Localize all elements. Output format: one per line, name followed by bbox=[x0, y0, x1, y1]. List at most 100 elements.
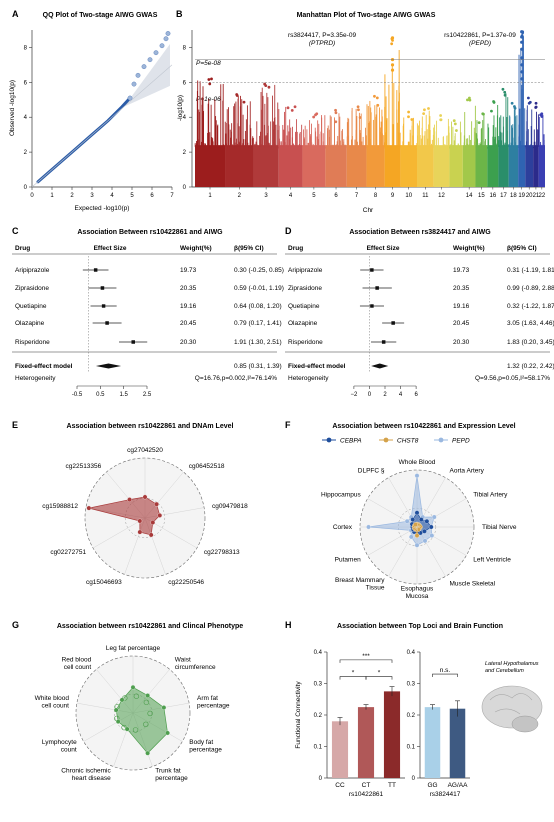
qq-x-tick-label: 6 bbox=[150, 193, 154, 199]
forest-column-header: Effect Size bbox=[94, 245, 127, 252]
forest-ci-text: 0.59 (-0.01, 1.19) bbox=[234, 285, 284, 292]
expr-pepd-point bbox=[366, 524, 371, 530]
panel-letter-A: A bbox=[12, 9, 19, 19]
manhattan-x-tick-label: 16 bbox=[490, 193, 497, 199]
chr-peak-point-7 bbox=[357, 108, 360, 112]
radar-phenotype: Leg fat percentage Waist circumference Arm … bbox=[35, 645, 230, 782]
radar-axis-label-line: Waist bbox=[175, 657, 191, 664]
bar-category-label: GG bbox=[427, 782, 437, 789]
qq-dense-points bbox=[36, 96, 132, 184]
forest-fixed-ci: 0.85 (0.31, 1.39) bbox=[234, 363, 282, 370]
qq-x-tick-label: 0 bbox=[30, 193, 34, 199]
manhattan-y-tick-label: 2 bbox=[183, 150, 187, 156]
chr-band-3 bbox=[253, 145, 279, 187]
chr-peak-point-14 bbox=[467, 96, 471, 100]
manhattan-x-tick-label: 7 bbox=[355, 193, 359, 199]
bar-y-label: Functional Connectivity bbox=[295, 681, 302, 749]
forest-ci-text: 0.30 (-0.25, 0.85) bbox=[234, 267, 284, 274]
radar-axis-label-line: DLPFC § bbox=[358, 468, 385, 475]
forest-x-tick-label: 0 bbox=[368, 392, 372, 398]
expr-pepd-point bbox=[404, 518, 410, 524]
radar-axis-label: Breast Mammary Tissue bbox=[335, 577, 385, 592]
bar-y-tick-label: 0.2 bbox=[314, 713, 323, 719]
forest-weight: 19.73 bbox=[453, 267, 470, 274]
qq-x-tick-label: 7 bbox=[170, 193, 174, 199]
radar-axis-label: cg27042520 bbox=[127, 447, 163, 454]
chr-peak-point-15 bbox=[477, 121, 481, 125]
forest-point-estimate bbox=[370, 304, 374, 308]
forest-fixed-diamond bbox=[371, 363, 389, 369]
annotation-pepd: (PEPD) bbox=[469, 40, 491, 47]
chr-peak-point-20 bbox=[528, 100, 532, 104]
highlight-locus-point bbox=[390, 36, 395, 40]
qq-point bbox=[127, 95, 133, 101]
manhattan-x-tick-label: 21 bbox=[533, 193, 540, 199]
expr-pepd-point bbox=[429, 533, 435, 538]
annotation-rs3824417: rs3824417, P=3.35e-09 bbox=[288, 32, 357, 39]
manhattan-x-tick-label: 8 bbox=[374, 193, 378, 199]
chr-peak-point-20 bbox=[526, 96, 530, 100]
significance-label: * bbox=[378, 670, 381, 677]
chr-band-6 bbox=[325, 145, 347, 187]
radar-axis-label: Waist circumference bbox=[175, 657, 216, 672]
dnam-point bbox=[148, 532, 154, 538]
forest-drug-label: Quetiapine bbox=[288, 303, 320, 310]
phenotype-point bbox=[113, 707, 119, 713]
dnam-point bbox=[137, 529, 143, 535]
radar-axis-label-line: Chronic ischemic bbox=[61, 768, 111, 775]
panel-title-G: Association between rs10422861 and Clinc… bbox=[57, 623, 243, 630]
radar-axis-label: Whole Blood bbox=[399, 459, 436, 466]
annotation-rs10422861: rs10422861, P=1.37e-09 bbox=[444, 32, 516, 39]
forest-heterogeneity-label: Heterogeneity bbox=[15, 375, 56, 382]
qq-y-label: Observed -log10(p) bbox=[9, 80, 16, 136]
chr-peak-point-12 bbox=[439, 118, 443, 122]
expr-pepd-point bbox=[414, 473, 420, 479]
manhattan-y-tick-label: 4 bbox=[183, 115, 187, 121]
bar-y-tick-label: 0.3 bbox=[314, 682, 323, 688]
radar-axis-label-line: cg27042520 bbox=[127, 447, 163, 454]
qq-x-tick-label: 1 bbox=[50, 193, 54, 199]
chr-peak-point-4 bbox=[286, 106, 290, 110]
chr-peak-point-13 bbox=[452, 119, 456, 123]
qq-y-tick-label: 8 bbox=[24, 45, 28, 51]
radar-axis-label-line: Hippocampus bbox=[321, 492, 361, 499]
forest-drug-label: Ziprasidone bbox=[15, 285, 49, 292]
bar-TT bbox=[383, 691, 401, 778]
chr-peak-point-6 bbox=[334, 108, 337, 112]
expr-cebpa-point bbox=[424, 518, 430, 524]
radar-axis-label: cg22250546 bbox=[168, 579, 204, 586]
phenotype-area bbox=[115, 686, 168, 754]
radar-axis-label-line: cg22513356 bbox=[65, 463, 101, 470]
panel-title-H: Association between Top Loci and Brain F… bbox=[337, 623, 503, 630]
forest-fixed-label: Fixed-effect model bbox=[15, 363, 73, 370]
bar-y-tick-label: 0.1 bbox=[314, 745, 323, 751]
chr-band-22 bbox=[538, 145, 545, 187]
forest-column-header: Drug bbox=[15, 245, 30, 252]
chr-peak-point-13 bbox=[455, 129, 458, 132]
forest-drug-label: Risperidone bbox=[15, 339, 50, 346]
highlight-locus-point bbox=[390, 63, 395, 67]
radar-axis-label-line: cell count bbox=[64, 664, 92, 671]
chr-peak-point-2 bbox=[235, 94, 239, 97]
expr-cebpa-point bbox=[418, 517, 424, 522]
expr-cebpa-point bbox=[410, 517, 416, 522]
dnam-area bbox=[88, 496, 161, 536]
forest-column-header: Weight(%) bbox=[180, 245, 212, 252]
significance-bracket bbox=[432, 673, 458, 678]
qq-point bbox=[135, 72, 141, 78]
radar-axis-label-line: Aorta Artery bbox=[450, 468, 485, 475]
dnam-point bbox=[127, 497, 132, 502]
radar-axis-label-line: Mucosa bbox=[406, 593, 429, 600]
radar-axis-label: Tibial Nerve bbox=[482, 524, 517, 531]
qq-y-tick-label: 2 bbox=[24, 150, 28, 156]
forest-weight: 20.35 bbox=[180, 285, 197, 292]
manhattan-x-tick-label: 14 bbox=[466, 193, 473, 199]
chr-peak-point-9 bbox=[390, 42, 394, 46]
manhattan-y-tick-label: 8 bbox=[183, 45, 187, 51]
highlight-locus-point bbox=[390, 68, 395, 72]
radar-spoke bbox=[367, 526, 418, 556]
forest-fixed-label: Fixed-effect model bbox=[288, 363, 346, 370]
forest-heterogeneity-value: Q=9.56,p=0.05,I²=58.17% bbox=[475, 375, 550, 382]
threshold-label-1: P=5e-08 bbox=[196, 60, 221, 67]
